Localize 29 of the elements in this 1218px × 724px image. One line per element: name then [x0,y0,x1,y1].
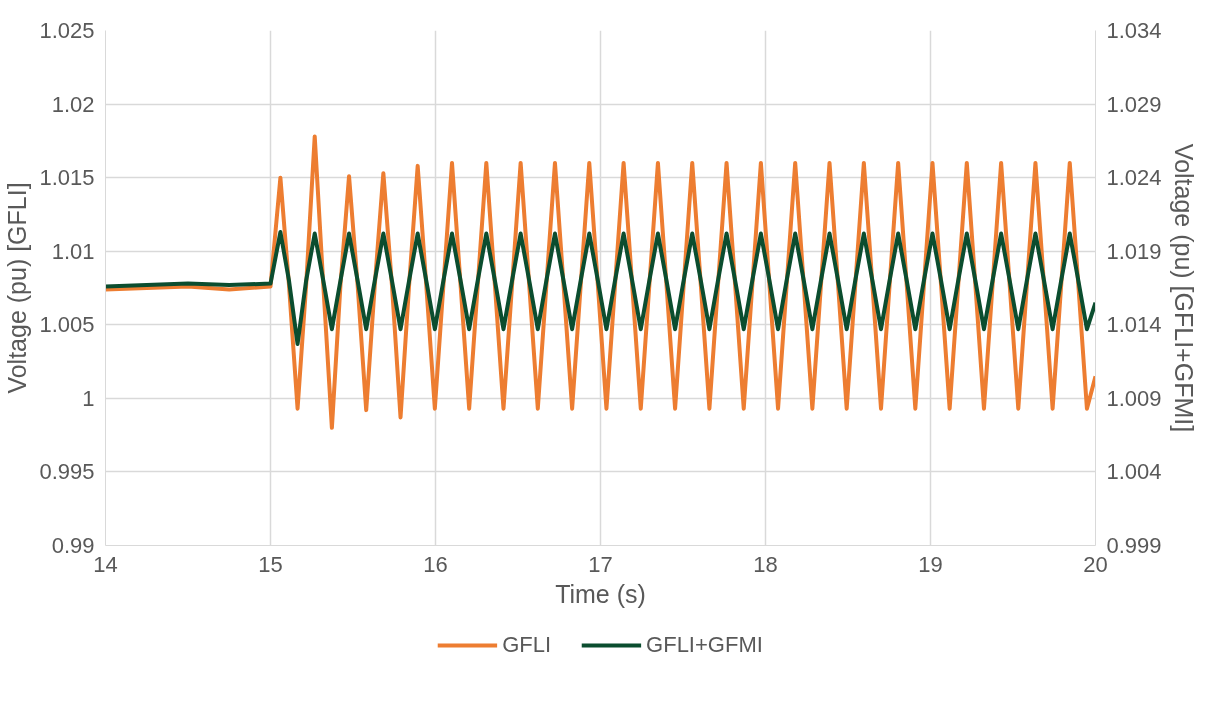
y-tick-label: 1.02 [51,91,95,117]
x-axis-title: Time (s) [555,579,646,608]
legend-label: GFLI+GFMI [646,632,763,658]
y-tick-label: 1.01 [51,238,95,264]
y2-tick-label: 0.999 [1106,533,1162,558]
y2-tick-label: 1.009 [1106,385,1162,411]
y2-tick-label: 1.029 [1106,91,1162,117]
x-tick-label: 19 [918,551,943,577]
y2-axis-title: Voltage (pu) [GFLI+GFMI] [1169,143,1198,433]
y2-tick-label: 1.034 [1106,18,1162,43]
x-tick-label: 17 [588,551,613,577]
y-tick-label: 0.99 [51,533,95,558]
x-tick-label: 18 [753,551,778,577]
x-tick-label: 14 [93,551,118,577]
legend-label: GFLI [502,632,552,658]
x-tick-label: 20 [1083,551,1108,577]
y-axis-title: Voltage (pu) [GFLI] [3,182,32,394]
y-tick-label: 1.025 [39,18,95,43]
y2-tick-label: 1.019 [1106,238,1162,264]
y2-tick-label: 1.014 [1106,312,1162,338]
y2-tick-label: 1.024 [1106,165,1162,191]
y-tick-label: 1.015 [39,165,95,191]
y2-tick-label: 1.004 [1106,459,1162,485]
line-series [105,230,1096,346]
y-tick-label: 1 [82,385,95,411]
y-tick-label: 1.005 [39,312,95,338]
x-tick-label: 15 [258,551,283,577]
y-tick-label: 0.995 [39,459,95,485]
x-tick-label: 16 [423,551,448,577]
